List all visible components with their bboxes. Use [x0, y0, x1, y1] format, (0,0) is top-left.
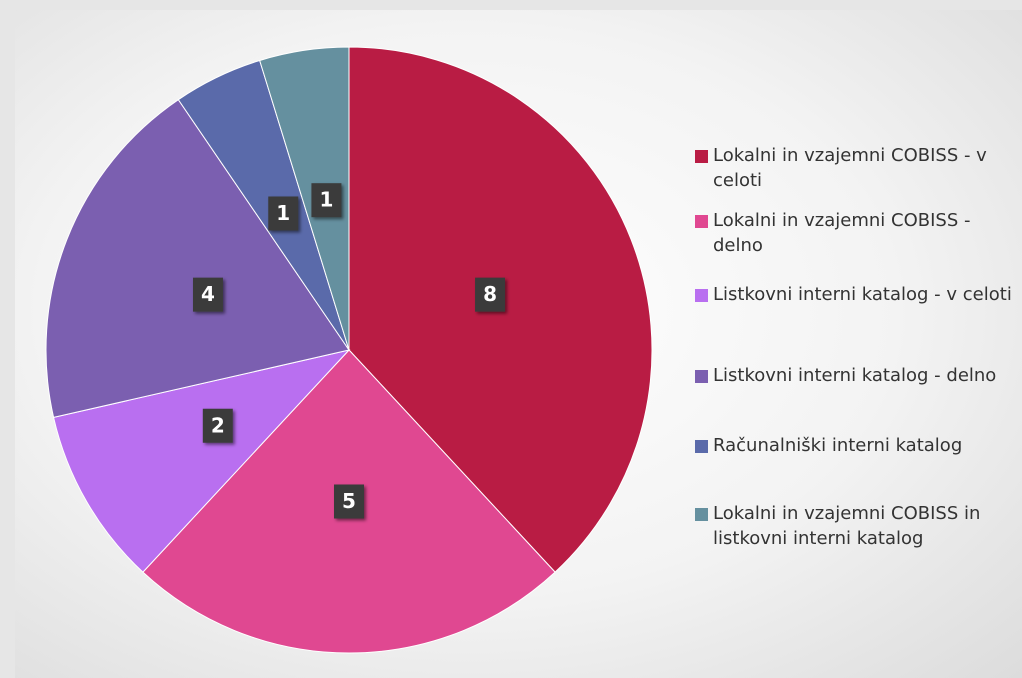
legend-label: Lokalni in vzajemni COBISS - delno	[713, 210, 971, 256]
legend-item: Lokalni in vzajemni COBISS - v celoti	[695, 143, 1022, 193]
pie-slice	[52, 349, 351, 573]
data-label: 1	[311, 183, 342, 218]
legend-item: Listkovni interni katalog - v celoti	[695, 282, 1022, 307]
legend-swatch	[695, 508, 708, 521]
legend-swatch	[695, 370, 708, 383]
data-label-text: 4	[201, 282, 215, 306]
legend-swatch	[695, 289, 708, 302]
data-label-box	[202, 408, 233, 443]
legend-item: Računalniški interni katalog	[695, 433, 1022, 458]
legend-swatch	[695, 215, 708, 228]
pie-slice	[45, 98, 350, 419]
data-label-box	[268, 196, 299, 231]
legend-label: Računalniški interni katalog	[713, 435, 963, 456]
data-label-text: 1	[276, 201, 290, 225]
legend-swatch	[695, 150, 708, 163]
data-label-box	[334, 484, 364, 519]
data-label: 8	[475, 277, 506, 312]
data-label: 2	[202, 408, 233, 443]
data-label-text: 8	[483, 282, 497, 306]
data-label: 4	[192, 277, 223, 312]
data-label-box	[475, 277, 506, 312]
legend-label: Lokalni in vzajemni COBISS in listkovni …	[713, 503, 981, 549]
data-label-text: 2	[211, 413, 225, 437]
legend-label: Lokalni in vzajemni COBISS - v celoti	[713, 145, 987, 191]
pie-slice	[259, 46, 350, 351]
data-label-text: 5	[342, 489, 356, 513]
legend-item: Listkovni interni katalog - delno	[695, 363, 1022, 388]
legend-label: Listkovni interni katalog - v celoti	[713, 284, 1012, 305]
data-label: 5	[334, 484, 364, 519]
legend-item: Lokalni in vzajemni COBISS in listkovni …	[695, 501, 1022, 551]
data-label-text: 1	[319, 188, 333, 212]
legend-swatch	[695, 440, 708, 453]
data-label-box	[192, 277, 223, 312]
legend-item: Lokalni in vzajemni COBISS - delno	[695, 208, 1022, 258]
data-label: 1	[268, 196, 299, 231]
legend-label: Listkovni interni katalog - delno	[713, 365, 997, 386]
data-label-box	[311, 183, 342, 218]
